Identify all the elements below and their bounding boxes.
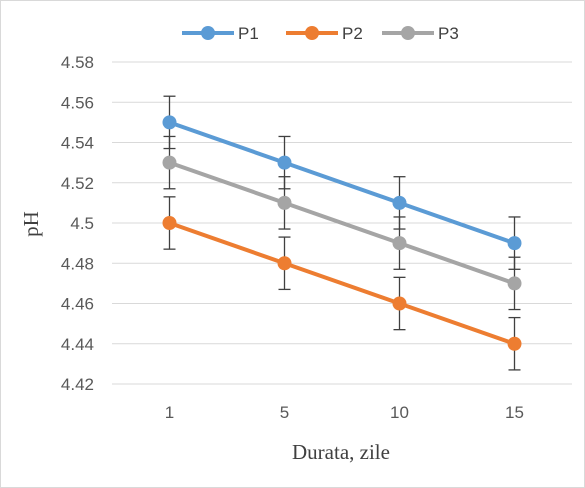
y-tick-label: 4.42 bbox=[61, 375, 94, 394]
data-point-p2 bbox=[162, 216, 177, 230]
data-point-p1 bbox=[392, 195, 407, 210]
y-tick-label: 4.56 bbox=[61, 93, 94, 112]
x-tick-label: 10 bbox=[390, 403, 409, 422]
legend-swatch-marker bbox=[201, 26, 215, 40]
legend-label: P3 bbox=[438, 24, 459, 43]
y-axis-ticks: 4.42 4.44 4.46 4.48 4.5 4.52 4.54 4.56 4.58 bbox=[61, 53, 94, 394]
data-point-p2 bbox=[507, 336, 522, 351]
series-line-p3 bbox=[167, 160, 517, 286]
legend-label: P2 bbox=[342, 24, 363, 43]
data-point-p1 bbox=[507, 236, 522, 251]
y-tick-label: 4.44 bbox=[61, 335, 94, 354]
series-line-p2 bbox=[167, 221, 517, 346]
data-point-p3 bbox=[392, 236, 407, 251]
x-tick-label: 15 bbox=[505, 403, 524, 422]
series-lines bbox=[162, 115, 522, 351]
y-tick-label: 4.54 bbox=[61, 134, 94, 153]
legend-item-p3: P3 bbox=[382, 24, 459, 43]
x-axis-ticks: 1 5 10 15 bbox=[165, 403, 524, 422]
legend-label: P1 bbox=[238, 24, 259, 43]
data-point-p1 bbox=[162, 115, 177, 130]
data-point-p2 bbox=[392, 296, 407, 311]
x-axis-title: Durata, zile bbox=[292, 440, 390, 464]
y-tick-label: 4.52 bbox=[61, 174, 94, 193]
legend: P1 P2 P3 bbox=[182, 24, 459, 43]
y-tick-label: 4.58 bbox=[61, 53, 94, 72]
y-tick-label: 4.46 bbox=[61, 295, 94, 314]
series-line-p1 bbox=[167, 120, 517, 246]
y-tick-label: 4.5 bbox=[70, 214, 94, 233]
data-point-p2 bbox=[277, 256, 292, 271]
x-tick-label: 5 bbox=[280, 403, 289, 422]
gridlines bbox=[112, 61, 572, 345]
y-tick-label: 4.48 bbox=[61, 254, 94, 273]
data-point-p3 bbox=[277, 195, 292, 210]
data-point-p3 bbox=[162, 155, 177, 170]
legend-item-p1: P1 bbox=[182, 24, 259, 43]
data-point-p1 bbox=[277, 155, 292, 170]
legend-swatch-marker bbox=[401, 26, 415, 40]
legend-swatch-marker bbox=[305, 26, 319, 40]
x-tick-label: 1 bbox=[165, 403, 174, 422]
data-point-p3 bbox=[507, 276, 522, 291]
legend-item-p2: P2 bbox=[286, 24, 363, 43]
y-axis-title: pH bbox=[19, 211, 43, 237]
